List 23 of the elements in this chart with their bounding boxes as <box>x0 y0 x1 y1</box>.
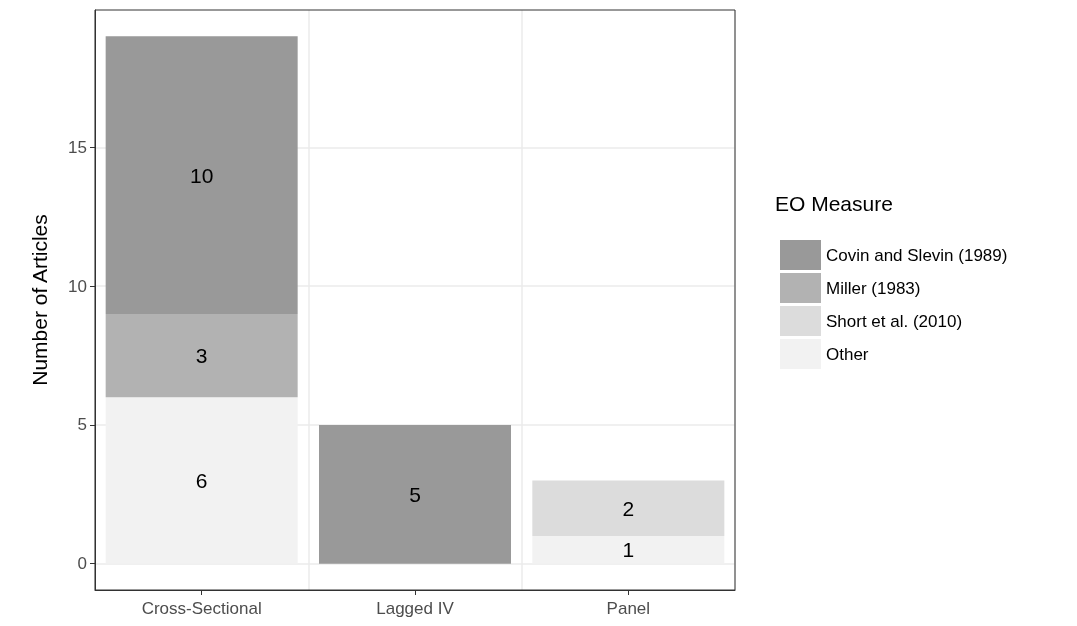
data-label: 3 <box>195 344 208 367</box>
data-label: 6 <box>195 468 208 492</box>
bar <box>319 424 511 564</box>
legend-title: EO Measure <box>775 192 893 215</box>
legend-label: Short et al. (2010) <box>826 311 963 331</box>
x-tick-label: Lagged IV <box>376 599 455 618</box>
y-tick-label: 0 <box>77 554 87 574</box>
y-tick-label: 10 <box>68 276 87 296</box>
x-tick-label: Cross-Sectional <box>141 599 262 618</box>
data-label: 5 <box>409 482 421 506</box>
bar <box>105 313 298 398</box>
y-tick-label: 15 <box>68 137 87 157</box>
bar <box>532 480 725 536</box>
bar <box>105 36 298 314</box>
legend-label: Miller (1983) <box>826 278 921 298</box>
data-label: 10 <box>189 163 214 187</box>
y-tick-label: 5 <box>77 415 87 435</box>
legend-label: Covin and Slevin (1989) <box>826 245 1008 265</box>
x-tick-label: Panel <box>606 599 651 618</box>
legend-label: Other <box>826 344 869 364</box>
data-label: 1 <box>622 538 635 562</box>
y-axis-title: Number of Articles <box>28 214 51 386</box>
data-label: 2 <box>622 496 635 520</box>
